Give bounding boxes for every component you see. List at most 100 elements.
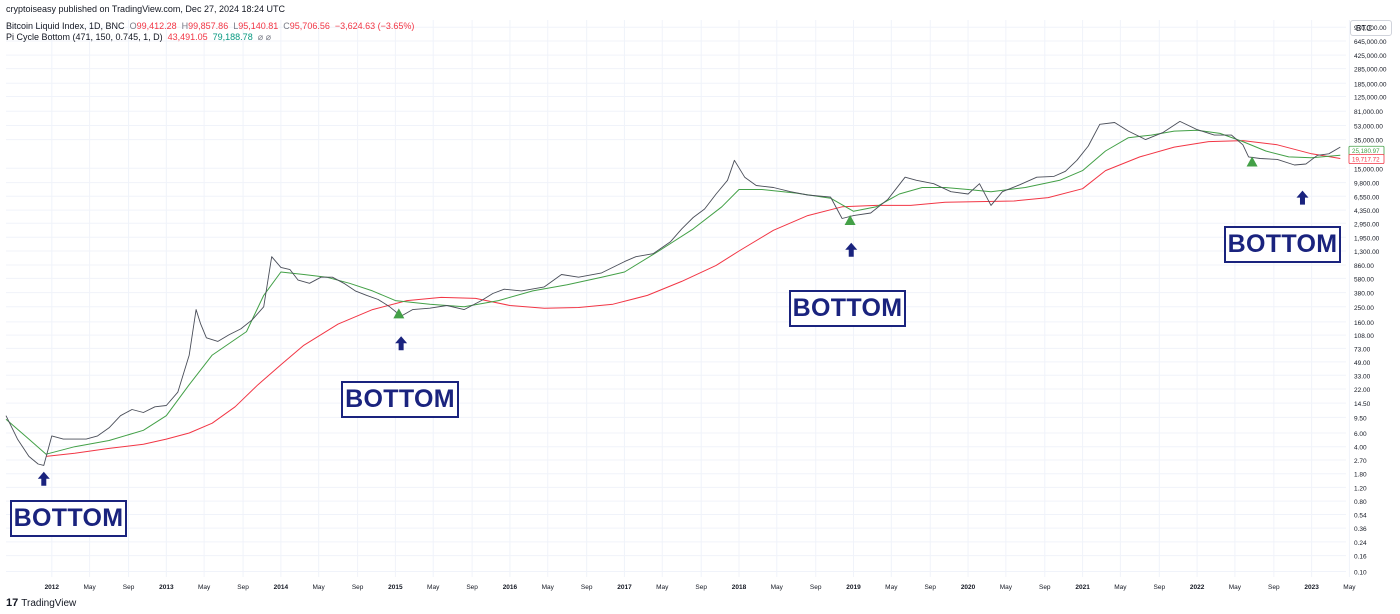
y-tick-label: 0.16 xyxy=(1354,554,1367,561)
y-tick-label: 0.36 xyxy=(1354,526,1367,533)
bottom-signal-marker xyxy=(1246,156,1258,167)
x-tick-label: Sep xyxy=(924,584,936,591)
close-value: 95,706.56 xyxy=(289,21,330,31)
bottom-annotation-2-text: BOTTOM xyxy=(345,385,455,413)
y-tick-label: 53,000.00 xyxy=(1354,124,1383,131)
indicator-value-green: 79,188.78 xyxy=(212,32,253,42)
y-tick-label: 0.24 xyxy=(1354,540,1367,547)
y-tick-label: 9.50 xyxy=(1354,415,1367,422)
y-tick-label: 15,000.00 xyxy=(1354,166,1383,173)
y-tick-label: 380.00 xyxy=(1354,291,1374,298)
x-tick-label: May xyxy=(542,584,555,591)
x-tick-label: May xyxy=(1114,584,1127,591)
x-tick-label: 2020 xyxy=(961,584,976,591)
indicator-description: Pi Cycle Bottom (471, 150, 0.745, 1, D) xyxy=(6,32,163,42)
time-axis[interactable]: 2012 May Sep 2013 May Sep 2014 May Sep 2015 May Sep… xyxy=(45,584,1357,591)
price-tag-label: 25,180.97 xyxy=(1352,148,1380,155)
brand-name: TradingView xyxy=(21,597,77,609)
bottom-signal-marker xyxy=(844,215,856,226)
x-tick-label: Sep xyxy=(466,584,478,591)
x-tick-label: 2023 xyxy=(1304,584,1319,591)
y-tick-label: 14.50 xyxy=(1354,401,1371,408)
y-tick-label: 33.00 xyxy=(1354,373,1371,380)
ticker-label: BTC xyxy=(1356,23,1372,33)
x-tick-label: May xyxy=(83,584,96,591)
x-tick-label: 2017 xyxy=(617,584,632,591)
x-tick-label: May xyxy=(656,584,669,591)
x-tick-label: 2015 xyxy=(388,584,403,591)
bottom-annotation-3: BOTTOM xyxy=(789,290,906,327)
low-value: 95,140.81 xyxy=(238,21,279,31)
arrow-layer xyxy=(37,190,1309,486)
y-tick-label: 645,000.00 xyxy=(1354,39,1387,46)
grid xyxy=(6,20,1350,577)
up-arrow-icon xyxy=(845,242,858,257)
y-tick-label: 22.00 xyxy=(1354,387,1371,394)
tradingview-mark-icon: 17 xyxy=(6,597,19,609)
y-tick-label: 1,950.00 xyxy=(1354,235,1380,242)
ticker-badge[interactable]: BTC xyxy=(1350,20,1392,36)
x-tick-label: Sep xyxy=(352,584,364,591)
y-tick-label: 73.00 xyxy=(1354,346,1371,353)
marker-layer xyxy=(393,156,1258,319)
y-tick-label: 1.80 xyxy=(1354,472,1367,479)
y-tick-label: 2,950.00 xyxy=(1354,221,1380,228)
x-tick-label: May xyxy=(313,584,326,591)
y-tick-label: 81,000.00 xyxy=(1354,109,1383,116)
series-layer xyxy=(5,120,1341,466)
tradingview-logo[interactable]: 17 TradingView xyxy=(6,597,76,609)
x-tick-label: Sep xyxy=(695,584,707,591)
x-tick-label: 2018 xyxy=(732,584,747,591)
bottom-annotation-2: BOTTOM xyxy=(341,381,459,418)
change-value: −3,624.63 (−3.65%) xyxy=(334,21,415,31)
bottom-annotation-3-text: BOTTOM xyxy=(792,294,903,322)
bottom-annotation-4-text: BOTTOM xyxy=(1227,230,1338,258)
indicator-flags: ⌀ ⌀ xyxy=(257,32,272,42)
publish-text: cryptoiseasy published on TradingView.co… xyxy=(6,4,285,14)
x-tick-label: 2014 xyxy=(274,584,289,591)
bottom-annotation-1: BOTTOM xyxy=(10,500,127,537)
y-tick-label: 108.00 xyxy=(1354,333,1374,340)
up-arrow-icon xyxy=(37,471,50,486)
x-tick-label: May xyxy=(771,584,784,591)
y-tick-label: 35,000.00 xyxy=(1354,138,1383,145)
price-axis[interactable]: 970,000.00 645,000.00 425,000.00 285,000.00… xyxy=(1348,25,1387,577)
price-tag xyxy=(1348,154,1385,164)
y-tick-label: 1,300.00 xyxy=(1354,249,1380,256)
y-tick-label: 4,350.00 xyxy=(1354,208,1380,215)
up-arrow-icon xyxy=(1296,190,1309,205)
y-tick-label: 425,000.00 xyxy=(1354,53,1387,60)
publish-line: cryptoiseasy published on TradingView.co… xyxy=(6,4,285,14)
x-tick-label: May xyxy=(198,584,211,591)
x-tick-label: May xyxy=(1000,584,1013,591)
y-tick-label: 2.70 xyxy=(1354,458,1367,465)
y-tick-label: 185,000.00 xyxy=(1354,81,1387,88)
x-tick-label: Sep xyxy=(1154,584,1166,591)
y-tick-label: 6.00 xyxy=(1354,431,1367,438)
x-tick-label: 2021 xyxy=(1075,584,1090,591)
y-tick-label: 125,000.00 xyxy=(1354,95,1387,102)
legend-indicator[interactable]: Pi Cycle Bottom (471, 150, 0.745, 1, D) … xyxy=(6,32,271,43)
y-tick-label: 1.20 xyxy=(1354,485,1367,492)
x-tick-label: May xyxy=(1343,584,1356,591)
y-tick-label: 49.00 xyxy=(1354,360,1371,367)
up-arrow-icon xyxy=(395,336,408,351)
x-tick-label: May xyxy=(427,584,440,591)
x-tick-label: Sep xyxy=(237,584,249,591)
legend-main-series[interactable]: Bitcoin Liquid Index, 1D, BNC O99,412.28… xyxy=(6,21,414,31)
y-tick-label: 0.54 xyxy=(1354,512,1367,519)
x-tick-label: May xyxy=(885,584,898,591)
y-tick-label: 970,000.00 xyxy=(1354,25,1387,32)
x-tick-label: 2019 xyxy=(846,584,861,591)
y-tick-label: 160.00 xyxy=(1354,320,1374,327)
y-tick-label: 4.00 xyxy=(1354,445,1367,452)
x-tick-label: 2012 xyxy=(45,584,60,591)
x-tick-label: Sep xyxy=(1039,584,1051,591)
x-tick-label: 2016 xyxy=(503,584,518,591)
y-tick-label: 860.00 xyxy=(1354,263,1374,270)
x-tick-label: 2013 xyxy=(159,584,174,591)
high-value: 99,857.86 xyxy=(188,21,229,31)
x-tick-label: May xyxy=(1229,584,1242,591)
bottom-annotation-4: BOTTOM xyxy=(1224,226,1341,263)
